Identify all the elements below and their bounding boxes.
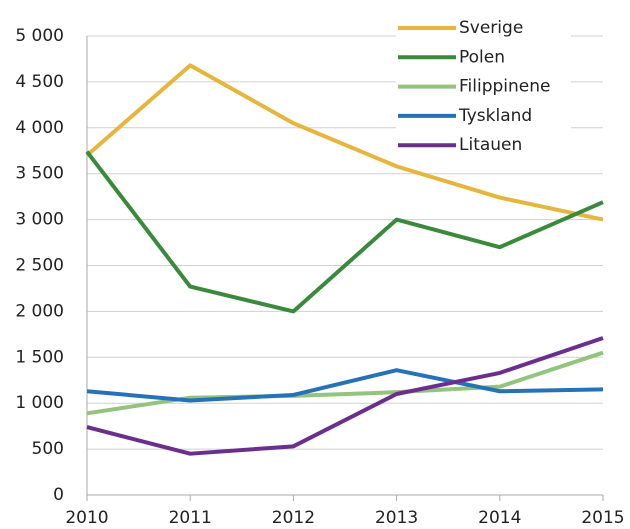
series-line xyxy=(86,336,604,456)
y-tick-label: 2 000 xyxy=(15,301,64,321)
y-tick-label: 5 000 xyxy=(15,26,64,46)
y-tick-label: 1 000 xyxy=(15,393,64,413)
x-tick-label: 2014 xyxy=(478,508,521,528)
y-tick-label: 3 000 xyxy=(15,210,64,230)
legend-label: Litauen xyxy=(459,135,522,155)
x-tick-label: 2011 xyxy=(169,508,212,528)
x-tick-label: 2013 xyxy=(375,508,418,528)
series-line xyxy=(85,63,604,222)
x-tick-label: 2012 xyxy=(272,508,315,528)
y-tick-label: 1 500 xyxy=(15,347,64,367)
series-line xyxy=(85,150,604,314)
y-tick-label: 4 000 xyxy=(15,118,64,138)
y-tick-label: 500 xyxy=(32,439,64,459)
x-tick-label: 2015 xyxy=(581,508,624,528)
x-tick-label: 2010 xyxy=(65,508,108,528)
legend-label: Filippinene xyxy=(459,77,550,97)
y-tick-label: 3 500 xyxy=(15,164,64,184)
legend-label: Polen xyxy=(459,47,505,67)
y-tick-label: 4 500 xyxy=(15,72,64,92)
legend-label: Tyskland xyxy=(458,106,532,126)
legend-label: Sverige xyxy=(459,18,523,38)
series-line xyxy=(86,368,604,403)
y-tick-label: 0 xyxy=(53,485,64,505)
y-tick-label: 2 500 xyxy=(15,256,64,276)
